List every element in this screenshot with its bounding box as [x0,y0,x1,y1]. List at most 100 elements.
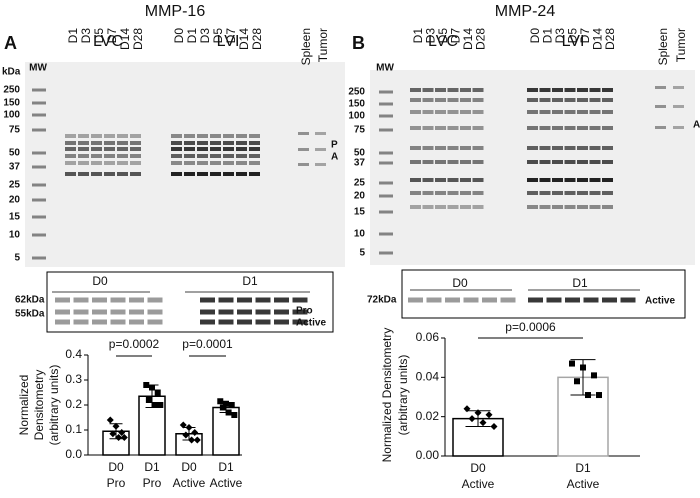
lane-label: D7 [224,28,238,44]
blot-band [552,146,563,150]
lane-label: D7 [578,28,592,44]
blot-band [65,161,76,165]
blot-band [223,147,234,151]
blot-band [117,147,128,151]
blot-band [447,126,459,130]
blot-band [447,146,459,150]
blot-band [104,147,115,151]
data-point [225,409,232,416]
blot-band [472,160,484,164]
blot-band [527,178,538,182]
blot-band [315,163,326,166]
blot-band [65,147,76,151]
data-point [217,398,224,405]
blot-band [460,88,471,92]
marker-label: 100 [3,110,20,121]
blot-band [130,172,141,176]
blot-band [130,147,141,151]
group-label: LVI [217,33,240,50]
blot-band [379,232,393,236]
blot-band [298,163,309,166]
blot-band [447,110,459,114]
blot-band [184,172,195,176]
blot-band [78,134,89,138]
blot-band [435,110,446,114]
blot-band [655,86,666,89]
lane-label: D1 [185,28,199,44]
blot-band [171,147,182,151]
panel-title: MMP-16 [145,3,206,20]
blot-band [655,126,666,129]
blot-band [539,126,551,130]
blot-band [218,319,234,325]
x-tick-label: D1 [575,461,591,475]
blot-band [104,134,115,138]
data-point [596,392,602,399]
marker-label: 75 [9,125,21,136]
blot-band [460,160,471,164]
blot-band [589,191,601,195]
group-label: LVI [562,33,585,50]
blot-band [422,88,434,92]
blot-band [292,297,308,303]
blot-band [408,297,423,303]
y-tick-label: 0.0 [65,447,82,461]
blot-band [223,154,234,158]
blot-band [589,110,601,114]
blot-band [379,194,393,198]
blot-band [422,98,434,102]
marker-label: 50 [9,148,21,159]
blot-band [315,148,326,151]
blot-band [110,309,126,315]
band-label: A [693,120,700,131]
inset-box [401,269,686,319]
mw-label: MW [29,63,47,74]
blot-band [589,178,601,182]
data-point [179,421,187,429]
blot-band [274,297,289,303]
blot-band [55,309,70,315]
blot-band [435,98,446,102]
blot-band [602,126,613,130]
blot-band [565,297,580,303]
blot-band [527,191,538,195]
blot-band [564,178,576,182]
blot-band [426,297,442,303]
blot-band [130,154,141,158]
blot-band [460,205,471,209]
blot-band [104,161,115,165]
y-tick-label: 0.4 [65,347,82,361]
lane-label: D7 [105,28,119,44]
inset-form: Active [296,318,326,329]
blot-band [184,141,195,145]
lane-label: D0 [172,28,186,44]
blot-band [92,319,107,325]
blot-band [577,126,588,130]
data-point [112,422,120,430]
blot-band [447,191,459,195]
blot-band [435,146,446,150]
blot-band [410,98,421,102]
blot-band [527,146,538,150]
data-point [106,416,114,424]
blot-band [539,205,551,209]
marker-label: 20 [9,195,21,206]
blot-band [577,160,588,164]
data-point [574,378,580,385]
blot-band [546,297,562,303]
blot-band [32,113,46,117]
data-point [468,415,476,423]
blot-band [577,146,588,150]
inset-size: 55kDa [15,309,45,320]
blot-band [552,178,563,182]
blot-band [500,297,516,303]
blot-band [200,309,215,315]
blot-band [130,134,141,138]
blot-band [78,161,89,165]
blot-band [197,134,208,138]
blot-band [527,88,538,92]
blot-band [379,161,393,165]
blot-band [32,151,46,155]
blot-band [379,181,393,185]
lane-label: D1 [66,28,80,44]
